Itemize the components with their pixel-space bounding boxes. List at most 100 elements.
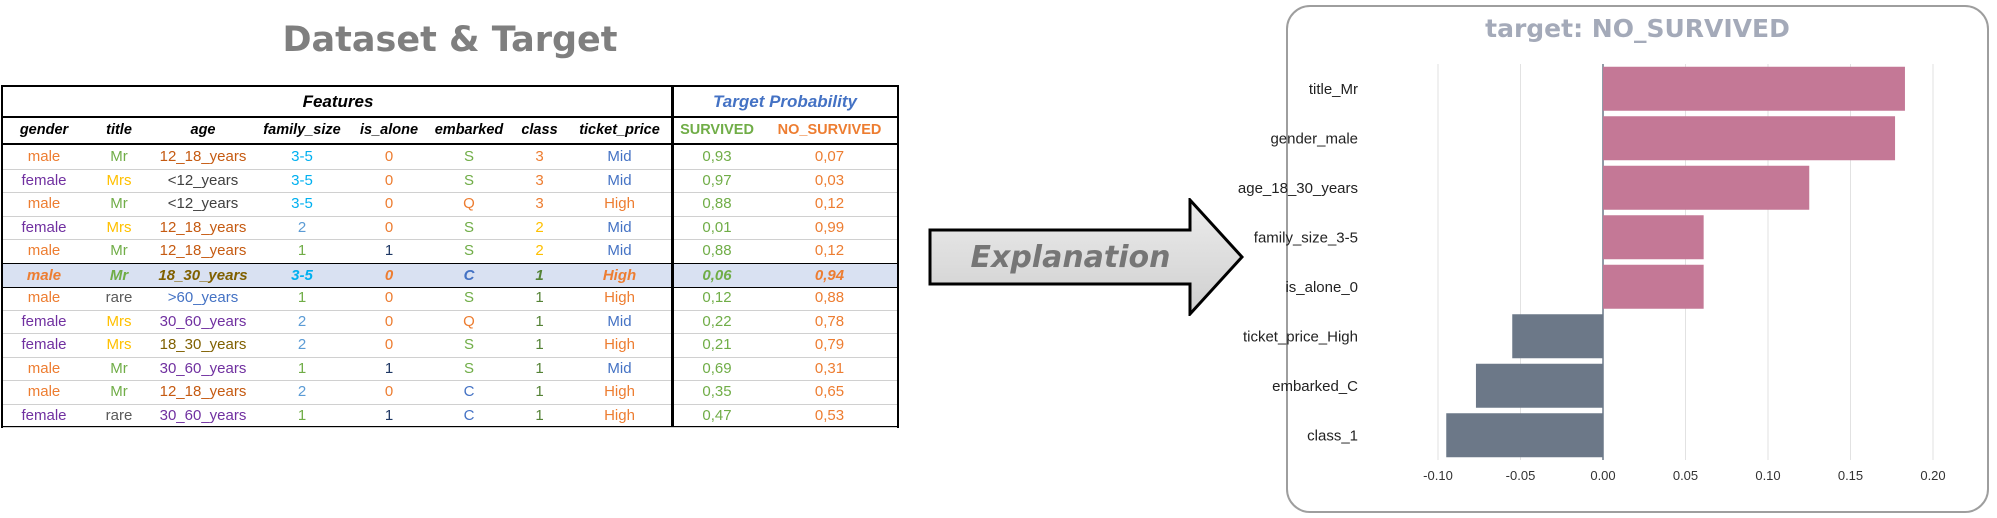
cell-ticket-price: High	[604, 383, 635, 401]
cell-is-alone: 1	[384, 242, 394, 260]
table-row-highlighted: male Mr 18_30_years 3-5 0 C 1 High 0,06 0,94	[3, 262, 897, 288]
cell-no-survived: 0,12	[814, 195, 845, 213]
cell-survived: 0,88	[702, 242, 732, 260]
cell-is-alone: 0	[384, 383, 394, 401]
cell-gender: female	[21, 312, 67, 330]
cell-gender: male	[27, 359, 61, 377]
cell-embarked: C	[463, 406, 475, 424]
cell-family-size: 1	[297, 289, 307, 307]
column-header-age: age	[190, 122, 216, 138]
column-header-gender: gender	[19, 122, 69, 138]
category-label: class_1	[1307, 427, 1358, 444]
cell-family-size: 3-5	[291, 171, 313, 189]
x-tick-label: 0.00	[1590, 468, 1615, 483]
cell-title: Mrs	[106, 336, 132, 354]
cell-embarked: S	[463, 289, 474, 307]
cell-survived: 0,93	[702, 148, 732, 166]
x-tick-label: 0.15	[1838, 468, 1863, 483]
cell-family-size: 1	[297, 406, 307, 424]
table-row: female Mrs 12_18_years 2 0 S 2 Mid 0,01 0,99	[3, 216, 897, 240]
cell-family-size: 3-5	[291, 148, 313, 166]
cell-is-alone: 0	[384, 171, 394, 189]
cell-ticket-price: High	[604, 336, 635, 354]
table-row: male rare >60_years 1 0 S 1 High 0,12 0,88	[3, 286, 897, 311]
arrow-label: Explanation	[970, 239, 1171, 275]
cell-class: 1	[535, 312, 544, 330]
column-header-is-alone: is_alone	[359, 122, 419, 138]
bar-ticket_price_High	[1512, 314, 1603, 359]
cell-title: rare	[105, 406, 133, 424]
category-label: is_alone_0	[1285, 279, 1358, 296]
cell-class: 1	[535, 266, 544, 284]
cell-survived: 0,69	[702, 359, 732, 377]
bar-title_Mr	[1603, 66, 1905, 111]
cell-is-alone: 0	[384, 195, 394, 213]
features-group-header: Features	[302, 92, 374, 111]
arrow-shape	[928, 198, 1244, 316]
cell-is-alone: 0	[384, 336, 394, 354]
cell-embarked: S	[463, 148, 474, 166]
explanation-arrow: Explanation	[928, 198, 1244, 316]
cell-no-survived: 0,79	[814, 336, 845, 354]
dataset-title: Dataset & Target	[282, 20, 618, 60]
cell-class: 2	[535, 218, 544, 236]
category-label: age_18_30_years	[1238, 180, 1358, 197]
cell-title: Mr	[110, 359, 128, 377]
column-header-no-survived: NO_SURVIVED	[777, 122, 882, 138]
cell-survived: 0,88	[702, 195, 732, 213]
cell-gender: male	[27, 242, 61, 260]
category-label: family_size_3-5	[1254, 229, 1358, 246]
cell-embarked: S	[463, 359, 474, 377]
cell-survived: 0,47	[702, 406, 732, 424]
cell-survived: 0,35	[702, 383, 732, 401]
column-header-ticket-price: ticket_price	[579, 122, 660, 138]
cell-no-survived: 0,07	[814, 148, 845, 166]
cell-age: 18_30_years	[159, 336, 247, 354]
x-tick-label: 0.05	[1673, 468, 1698, 483]
cell-ticket-price: High	[602, 266, 637, 284]
cell-gender: female	[21, 336, 67, 354]
cell-age: 18_30_years	[158, 266, 248, 284]
category-label: ticket_price_High	[1243, 328, 1358, 345]
cell-gender: male	[27, 148, 61, 166]
cell-class: 3	[535, 171, 544, 189]
cell-title: Mr	[109, 266, 129, 284]
cell-ticket-price: Mid	[607, 312, 632, 330]
cell-class: 3	[535, 195, 544, 213]
cell-title: Mr	[110, 383, 128, 401]
cell-class: 2	[535, 242, 544, 260]
cell-survived: 0,06	[702, 266, 732, 284]
table-row: female rare 30_60_years 1 1 C 1 High 0,47 0,53	[3, 404, 897, 428]
bar-gender_male	[1603, 116, 1896, 161]
cell-is-alone: 0	[384, 218, 394, 236]
bar-family_size_3-5	[1603, 215, 1704, 260]
cell-gender: female	[21, 171, 67, 189]
cell-age: 12_18_years	[159, 383, 247, 401]
table-row: male Mr 12_18_years 3-5 0 S 3 Mid 0,93 0,07	[3, 145, 897, 170]
cell-ticket-price: Mid	[607, 148, 632, 166]
cell-embarked: S	[463, 218, 474, 236]
column-header-family-size: family_size	[263, 122, 341, 138]
cell-family-size: 3-5	[291, 195, 313, 213]
table-row: female Mrs 18_30_years 2 0 S 1 High 0,21 0,79	[3, 333, 897, 358]
table-row: female Mrs 30_60_years 2 0 Q 1 Mid 0,22 0,78	[3, 310, 897, 334]
cell-is-alone: 1	[384, 359, 394, 377]
cell-embarked: Q	[463, 312, 475, 330]
cell-family-size: 1	[297, 359, 307, 377]
column-header-row: gender title age family_size is_alone embarke…	[3, 117, 897, 145]
category-label: title_Mr	[1309, 81, 1358, 98]
cell-gender: male	[27, 195, 61, 213]
column-header-embarked: embarked	[434, 122, 504, 138]
cell-gender: male	[27, 383, 61, 401]
column-header-class: class	[521, 122, 558, 138]
cell-gender: female	[21, 218, 67, 236]
bar-class_1	[1446, 413, 1603, 458]
cell-family-size: 3-5	[291, 266, 313, 284]
cell-age: 12_18_years	[159, 242, 247, 260]
cell-gender: male	[27, 289, 61, 307]
cell-no-survived: 0,94	[814, 266, 845, 284]
cell-class: 3	[535, 148, 544, 166]
column-header-survived: SURVIVED	[680, 122, 754, 138]
table-row: male Mr 30_60_years 1 1 S 1 Mid 0,69 0,31	[3, 357, 897, 381]
bar-is_alone_0	[1603, 264, 1704, 309]
